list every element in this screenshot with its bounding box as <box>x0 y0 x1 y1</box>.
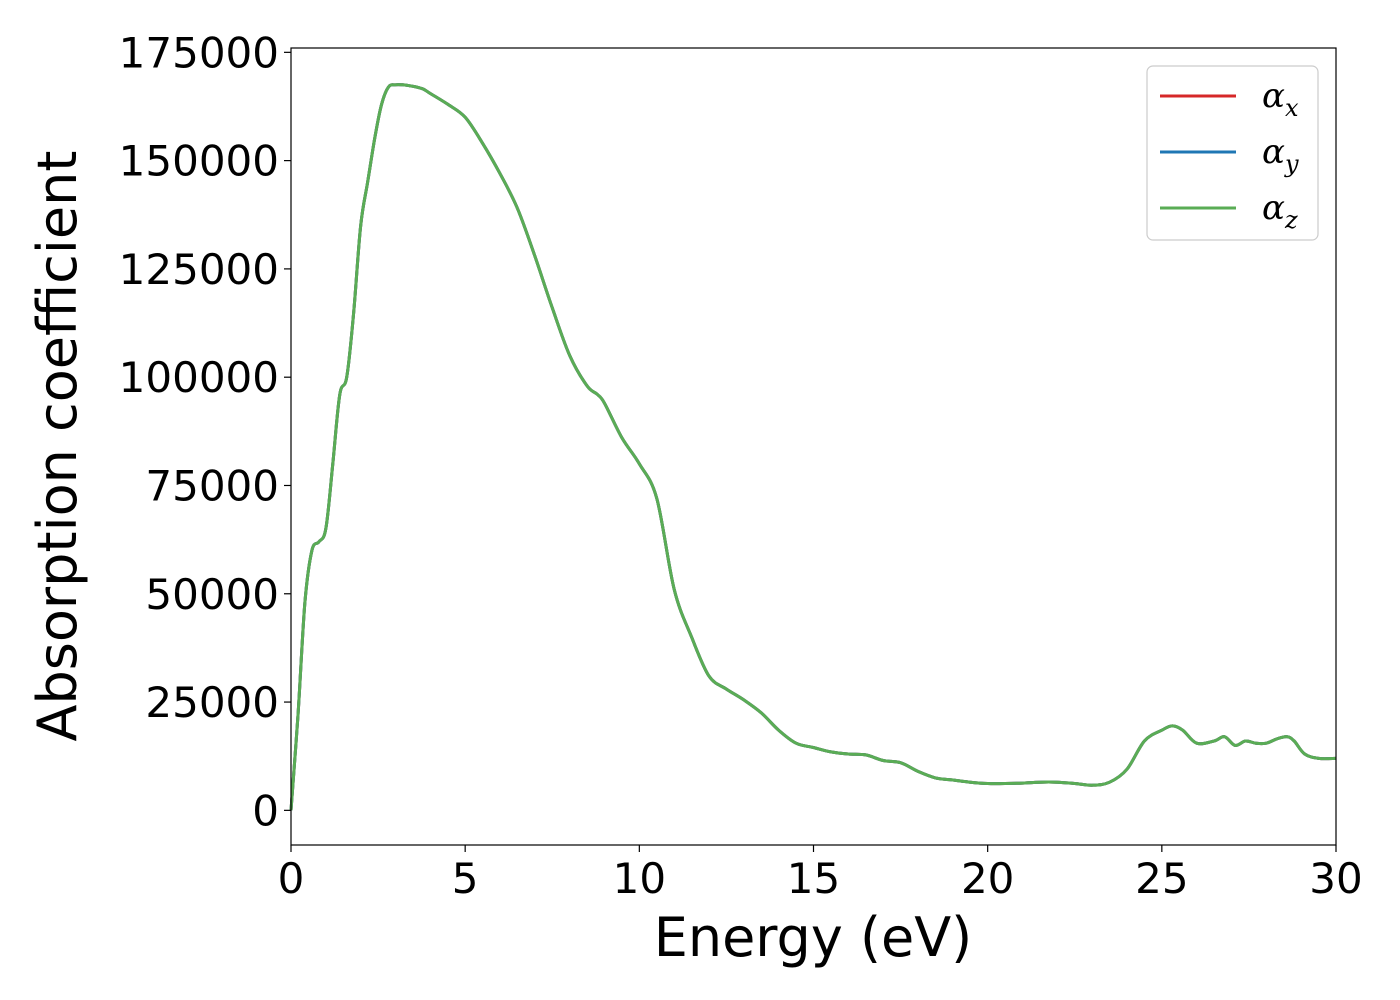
y-tick-label: 150000 <box>119 137 279 186</box>
legend-label-y: αy <box>1262 132 1299 178</box>
y-tick-label: 100000 <box>119 353 279 402</box>
y-tick-label: 0 <box>252 786 279 835</box>
x-tick-label: 25 <box>1135 854 1188 903</box>
y-tick-label: 125000 <box>119 245 279 294</box>
x-axis-label: Energy (eV) <box>654 906 973 969</box>
series-line-3 <box>289 83 1337 811</box>
series-layer <box>289 83 1337 811</box>
y-tick-label: 25000 <box>145 678 279 727</box>
x-tick-label: 20 <box>961 854 1014 903</box>
y-axis-label: Absorption coefficient <box>26 151 89 742</box>
x-tick-label: 30 <box>1309 854 1362 903</box>
x-axis-ticks: 0 5 10 15 20 25 30 <box>278 845 1363 903</box>
legend-label-z: αz <box>1262 188 1298 234</box>
x-tick-label: 0 <box>278 854 305 903</box>
y-tick-label: 175000 <box>119 28 279 77</box>
legend-label-x: αx <box>1262 76 1299 122</box>
x-tick-label: 5 <box>452 854 479 903</box>
x-tick-label: 15 <box>787 854 840 903</box>
y-tick-label: 50000 <box>145 570 279 619</box>
legend-items: αx αy αz <box>1160 76 1299 234</box>
y-axis-ticks: 0 25000 50000 75000 100000 125000 150000 175000 <box>119 28 291 835</box>
legend: αx αy αz <box>1146 65 1319 241</box>
y-tick-label: 75000 <box>145 461 279 510</box>
x-tick-label: 10 <box>613 854 666 903</box>
